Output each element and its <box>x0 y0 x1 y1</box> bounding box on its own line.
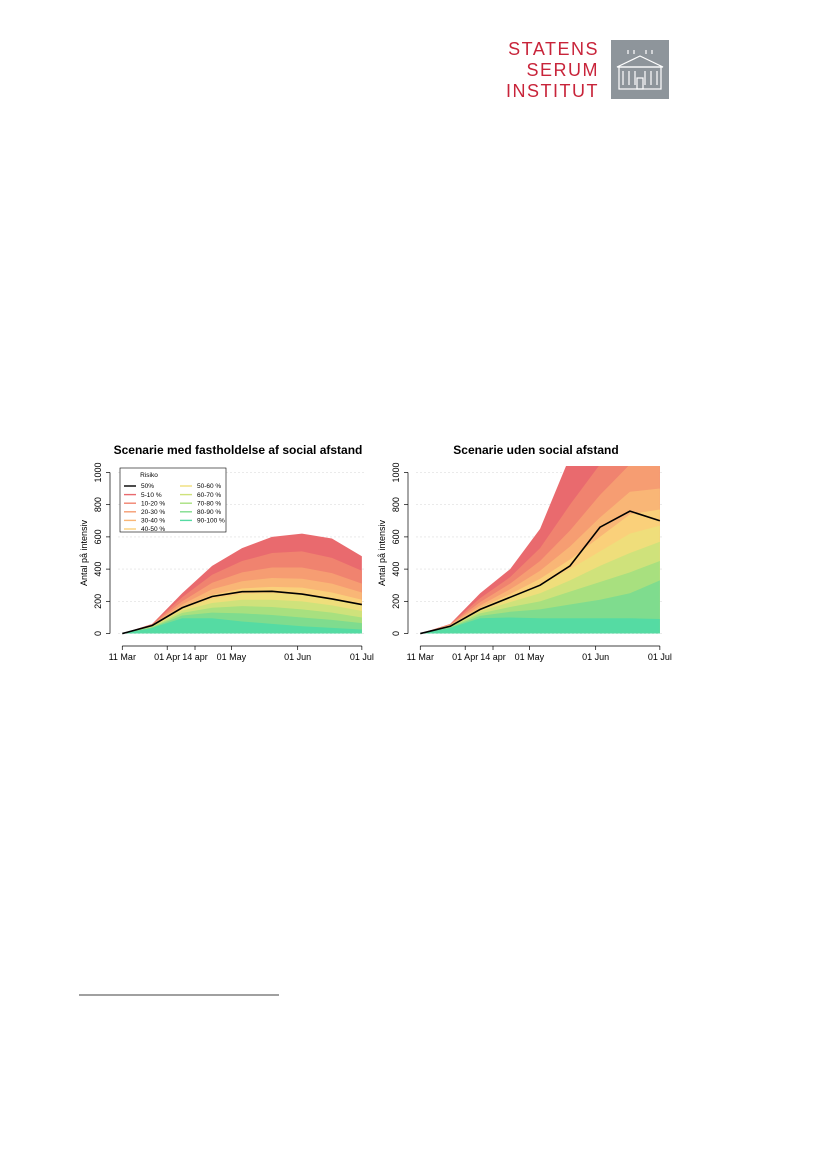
legend-title: Risiko <box>140 472 158 479</box>
y-tick-label: 600 <box>93 529 103 544</box>
y-tick-label: 0 <box>93 631 103 636</box>
y-tick-label: 1000 <box>391 462 401 482</box>
logo-line: INSTITUT <box>506 81 599 101</box>
x-tick-label: 01 May <box>217 652 247 662</box>
x-tick-label: 11 Mar <box>109 652 136 662</box>
x-tick-label: 14 apr <box>480 652 506 662</box>
legend-label: 10-20 % <box>141 500 165 507</box>
median-line <box>420 510 661 635</box>
x-tick-label: 01 Jul <box>350 652 374 662</box>
band-area <box>122 618 362 634</box>
x-tick-label: 01 Jun <box>582 652 609 662</box>
y-tick-label: 200 <box>391 594 401 609</box>
logo-building <box>616 50 664 90</box>
plot-area <box>122 533 363 635</box>
x-tick-label: 01 Apr <box>452 652 478 662</box>
chart-title: Scenarie med fastholdelse af social afst… <box>114 443 363 457</box>
x-tick-label: 01 Jul <box>648 652 672 662</box>
chart-title: Scenarie uden social afstand <box>453 443 618 457</box>
legend-label: 70-80 % <box>197 500 221 507</box>
legend-label: 5-10 % <box>141 492 162 499</box>
y-tick-label: 400 <box>391 562 401 577</box>
plot-area <box>420 466 661 635</box>
y-tick-label: 400 <box>93 562 103 577</box>
legend-label: 80-90 % <box>197 509 221 516</box>
legend-label: 50-60 % <box>197 483 221 490</box>
legend-label: 50% <box>141 483 154 490</box>
y-axis-label: Antal på intensiv <box>79 519 89 586</box>
y-axis-label: Antal på intensiv <box>377 519 387 586</box>
logo: STATENS SERUM INSTITUT <box>506 39 669 101</box>
x-tick-label: 11 Mar <box>407 652 434 662</box>
legend-label: 30-40 % <box>141 518 165 525</box>
x-tick-label: 01 Apr <box>154 652 180 662</box>
legend-label: 40-50 % <box>141 526 165 533</box>
y-tick-label: 1000 <box>93 462 103 482</box>
logo-line: SERUM <box>526 60 599 80</box>
chart: Scenarie med fastholdelse af social afst… <box>79 443 374 662</box>
legend-label: 20-30 % <box>141 509 165 516</box>
logo-box <box>611 40 669 99</box>
y-tick-label: 800 <box>93 497 103 512</box>
x-tick-label: 14 apr <box>182 652 208 662</box>
chart: Scenarie uden social afstand Antal på int… <box>377 443 672 662</box>
y-tick-label: 800 <box>391 497 401 512</box>
y-tick-label: 0 <box>391 631 401 636</box>
legend-box <box>119 467 227 533</box>
x-tick-label: 01 Jun <box>284 652 311 662</box>
y-tick-label: 200 <box>93 594 103 609</box>
x-tick-label: 01 May <box>515 652 545 662</box>
median-line <box>122 590 363 635</box>
band-area <box>420 617 660 634</box>
y-tick-label: 600 <box>391 529 401 544</box>
legend-label: 90-100 % <box>197 518 225 525</box>
logo-line: STATENS <box>508 39 599 59</box>
legend-label: 60-70 % <box>197 492 221 499</box>
